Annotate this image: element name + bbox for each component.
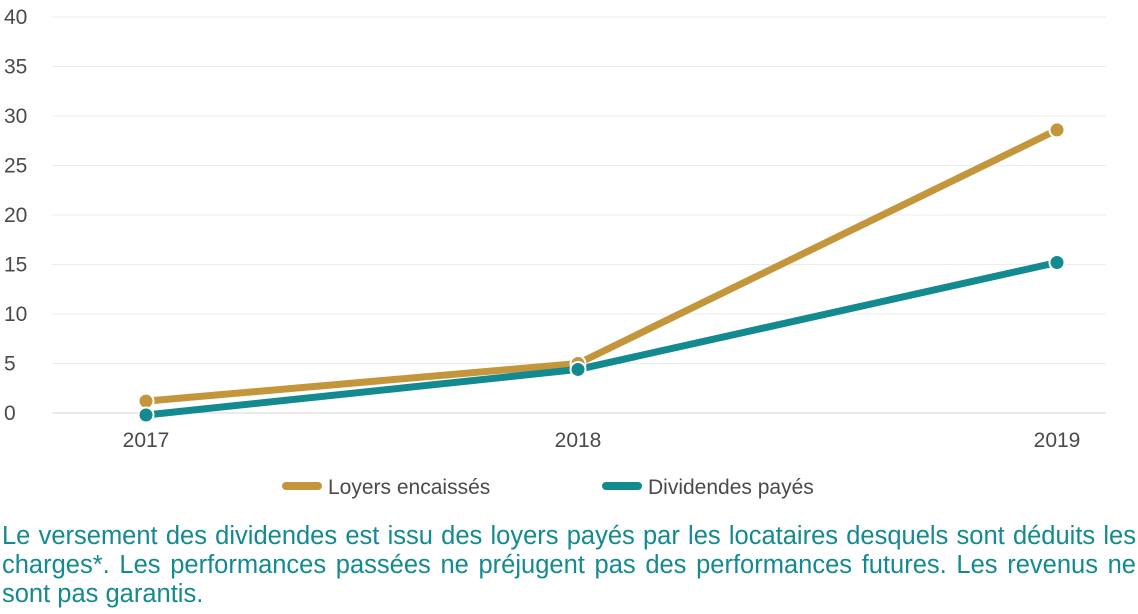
series-lines	[142, 126, 1061, 419]
y-tick-label: 40	[4, 6, 27, 29]
data-point-0-0	[137, 392, 155, 410]
x-tick-label: 2019	[1034, 429, 1081, 452]
x-tick-label: 2018	[555, 429, 602, 452]
y-tick-label: 10	[4, 303, 27, 326]
y-tick-label: 20	[4, 204, 27, 227]
series-line-0	[142, 126, 1061, 405]
y-tick-label: 25	[4, 155, 27, 178]
y-tick-label: 15	[4, 254, 27, 277]
y-tick-label: 35	[4, 56, 27, 79]
legend: Loyers encaissés Dividendes payés	[282, 476, 814, 499]
y-tick-label: 0	[4, 402, 16, 425]
x-axis-ticks: 2017 2018 2019	[123, 429, 1081, 452]
line-chart: 0 5 10 15 20 25 30 35 40 2017 2018 2019 Loyers enc…	[4, 6, 1106, 499]
gridlines	[52, 16, 1106, 414]
footnote: Le versement des dividendes est issu des…	[2, 522, 1136, 608]
data-point-1-1	[569, 360, 587, 378]
x-tick-label: 2017	[123, 429, 170, 452]
y-axis-ticks: 0 5 10 15 20 25 30 35 40	[4, 6, 27, 425]
data-point-1-0	[137, 406, 155, 424]
y-tick-label: 30	[4, 105, 27, 128]
data-point-0-2	[1048, 121, 1066, 139]
series-points	[137, 121, 1066, 424]
legend-label-1: Dividendes payés	[648, 476, 814, 499]
legend-label-0: Loyers encaissés	[328, 476, 490, 499]
y-tick-label: 5	[4, 353, 16, 376]
data-point-1-2	[1048, 254, 1066, 272]
